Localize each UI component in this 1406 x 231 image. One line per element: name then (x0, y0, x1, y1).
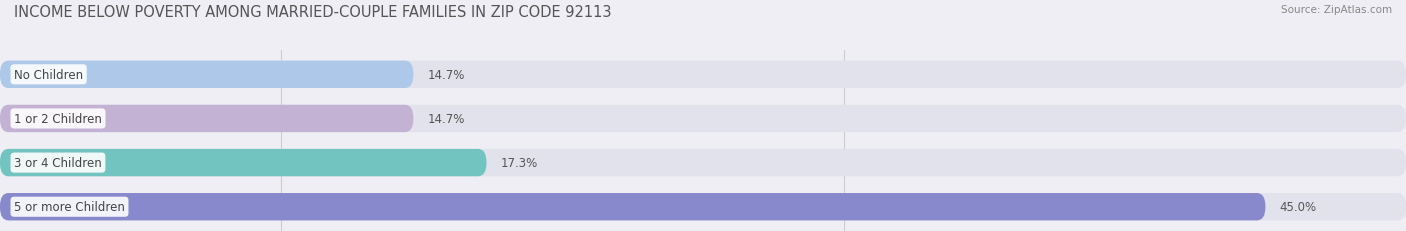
Text: 3 or 4 Children: 3 or 4 Children (14, 156, 101, 169)
Text: No Children: No Children (14, 69, 83, 82)
Text: 17.3%: 17.3% (501, 156, 537, 169)
FancyBboxPatch shape (0, 105, 1406, 133)
FancyBboxPatch shape (0, 149, 486, 176)
Text: INCOME BELOW POVERTY AMONG MARRIED-COUPLE FAMILIES IN ZIP CODE 92113: INCOME BELOW POVERTY AMONG MARRIED-COUPL… (14, 5, 612, 20)
Text: 5 or more Children: 5 or more Children (14, 200, 125, 213)
FancyBboxPatch shape (0, 149, 1406, 176)
FancyBboxPatch shape (0, 61, 1406, 89)
Text: 14.7%: 14.7% (427, 69, 465, 82)
FancyBboxPatch shape (0, 105, 413, 133)
Text: 1 or 2 Children: 1 or 2 Children (14, 112, 103, 125)
FancyBboxPatch shape (0, 61, 413, 89)
Text: 14.7%: 14.7% (427, 112, 465, 125)
FancyBboxPatch shape (0, 193, 1406, 220)
Text: Source: ZipAtlas.com: Source: ZipAtlas.com (1281, 5, 1392, 15)
Text: 45.0%: 45.0% (1279, 200, 1316, 213)
FancyBboxPatch shape (0, 193, 1265, 220)
